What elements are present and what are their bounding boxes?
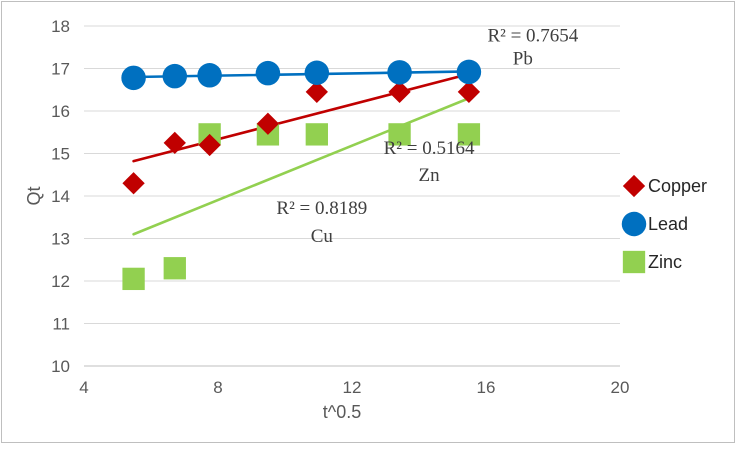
legend-label-copper: Copper bbox=[648, 176, 707, 196]
legend: Copper Lead Zinc bbox=[621, 174, 707, 274]
trendline-lead bbox=[132, 70, 471, 79]
y-tick-label: 13 bbox=[51, 230, 70, 249]
data-point-zinc bbox=[305, 123, 328, 146]
data-point-copper bbox=[198, 133, 221, 157]
y-tick-label: 16 bbox=[51, 102, 70, 121]
x-axis-label: t^0.5 bbox=[323, 402, 361, 422]
data-point-copper bbox=[256, 112, 280, 135]
x-tick-label: 12 bbox=[343, 378, 362, 397]
y-tick-label: 12 bbox=[51, 272, 70, 291]
y-axis-label: Qt bbox=[24, 186, 44, 205]
trendline-copper bbox=[132, 72, 471, 163]
data-point-lead bbox=[255, 60, 281, 86]
trendlines bbox=[132, 70, 471, 236]
trendline-zinc bbox=[132, 96, 471, 236]
annotation-label: R² = 0.8189 bbox=[276, 198, 367, 219]
chart-frame: 10 11 12 13 14 15 16 17 18 4 8 12 16 20 R² = 0.7654 P… bbox=[1, 1, 735, 443]
data-point-lead bbox=[197, 63, 222, 88]
scatter-chart: 10 11 12 13 14 15 16 17 18 4 8 12 16 20 R² = 0.7654P… bbox=[24, 17, 707, 422]
x-tick-label: 8 bbox=[213, 378, 222, 397]
legend-marker-lead bbox=[621, 211, 647, 237]
x-tick-label: 16 bbox=[477, 378, 496, 397]
legend-label-zinc: Zinc bbox=[648, 252, 682, 272]
annotation-label: Zn bbox=[418, 165, 440, 186]
legend-label-lead: Lead bbox=[648, 214, 688, 234]
y-tick-label: 15 bbox=[51, 145, 70, 164]
data-point-lead bbox=[162, 63, 188, 89]
annotation-label: R² = 0.5164 bbox=[384, 138, 475, 159]
legend-marker-zinc bbox=[622, 250, 646, 274]
y-tick-label: 18 bbox=[51, 17, 70, 36]
data-points bbox=[121, 59, 482, 291]
annotation-label: R² = 0.7654 bbox=[487, 26, 578, 47]
data-point-copper bbox=[163, 131, 186, 155]
x-tick-labels: 4 8 12 16 20 bbox=[79, 378, 629, 397]
data-point-copper bbox=[305, 80, 328, 104]
data-point-zinc bbox=[122, 267, 145, 291]
x-tick-label: 4 bbox=[79, 378, 88, 397]
data-point-lead bbox=[304, 60, 330, 85]
data-point-copper bbox=[388, 80, 411, 104]
y-tick-labels: 10 11 12 13 14 15 16 17 18 bbox=[51, 17, 70, 376]
data-point-lead bbox=[121, 65, 146, 91]
data-point-copper bbox=[122, 172, 145, 195]
y-tick-label: 10 bbox=[51, 357, 70, 376]
data-point-lead bbox=[456, 59, 482, 85]
annotation-label: Pb bbox=[513, 48, 533, 69]
x-tick-label: 20 bbox=[611, 378, 630, 397]
data-point-zinc bbox=[163, 257, 186, 280]
data-point-copper bbox=[457, 80, 481, 104]
data-point-lead bbox=[387, 60, 412, 85]
legend-marker-copper bbox=[622, 174, 646, 198]
y-tick-label: 14 bbox=[51, 187, 70, 206]
y-tick-label: 11 bbox=[52, 315, 70, 334]
annotation-label: Cu bbox=[311, 226, 334, 247]
data-point-zinc bbox=[457, 123, 481, 146]
data-point-zinc bbox=[388, 123, 411, 146]
y-tick-label: 17 bbox=[51, 60, 70, 79]
